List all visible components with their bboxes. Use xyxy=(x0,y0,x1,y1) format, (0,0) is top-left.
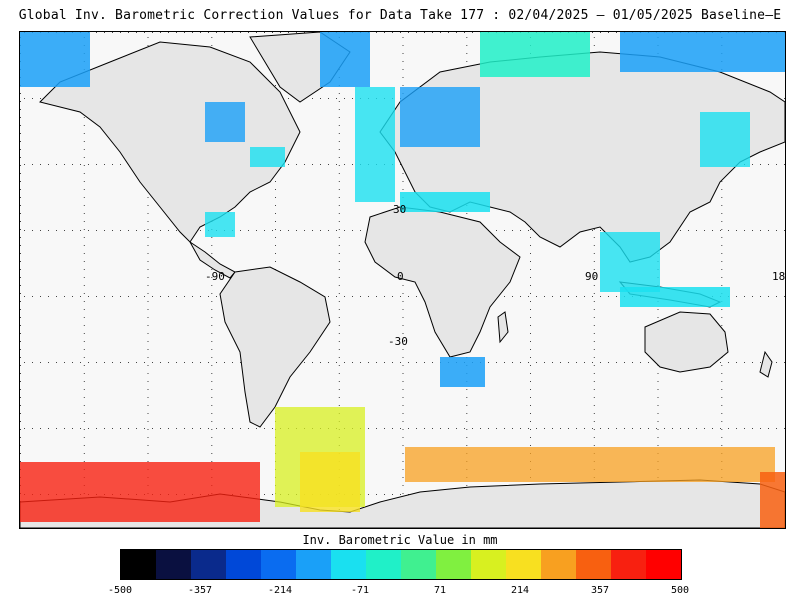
legend-title: Inv. Barometric Value in mm xyxy=(302,533,498,547)
lon-label-180: 180 xyxy=(772,270,785,283)
track-sea-of-okhotsk xyxy=(700,112,750,167)
colorbar-segment xyxy=(121,550,156,579)
track-great-lakes xyxy=(250,147,285,167)
track-arctic-pacific xyxy=(20,32,90,87)
africa-land xyxy=(364,206,521,358)
track-gulf-mexico xyxy=(205,212,235,237)
colorbar-tick: 500 xyxy=(670,585,690,596)
colorbar xyxy=(120,549,682,580)
track-antarctic-indian xyxy=(405,447,775,482)
colorbar-segment xyxy=(366,550,401,579)
colorbar-segment xyxy=(261,550,296,579)
colorbar-segment xyxy=(401,550,436,579)
map-canvas: 30 -30 -90 0 90 180 xyxy=(20,32,785,528)
lat-label-minus-30: -30 xyxy=(388,335,408,348)
colorbar-segment xyxy=(436,550,471,579)
colorbar-tick: -214 xyxy=(267,585,293,596)
colorbar-segment xyxy=(611,550,646,579)
track-ross-sea xyxy=(760,472,785,528)
colorbar-segment xyxy=(156,550,191,579)
colorbar-segment xyxy=(541,550,576,579)
colorbar-segment xyxy=(296,550,331,579)
colorbar-tick: -500 xyxy=(107,585,133,596)
colorbar-segment xyxy=(331,550,366,579)
lon-label-90: 90 xyxy=(585,270,598,283)
track-arctic-siberia xyxy=(620,32,785,72)
lon-label-0: 0 xyxy=(397,270,404,283)
colorbar-tick: 214 xyxy=(510,585,530,596)
colorbar-segment xyxy=(471,550,506,579)
track-barents-sea xyxy=(480,32,590,77)
colorbar-tick: -71 xyxy=(350,585,370,596)
lat-label-30: 30 xyxy=(393,203,406,216)
track-south-china-sea xyxy=(600,232,660,292)
track-mozambique xyxy=(440,357,485,387)
australia-land xyxy=(644,311,729,373)
land-masses xyxy=(20,32,785,528)
track-atlantic-north xyxy=(355,87,395,202)
colorbar-segment xyxy=(191,550,226,579)
new-zealand-land xyxy=(759,350,773,378)
track-antarctic-pacific xyxy=(20,462,260,522)
colorbar-segment xyxy=(226,550,261,579)
lon-label-minus-90: -90 xyxy=(205,270,225,283)
colorbar-tick: 71 xyxy=(433,585,447,596)
colorbar-segment xyxy=(646,550,681,579)
south-america-land xyxy=(219,266,331,428)
map-title: Global Inv. Barometric Correction Values… xyxy=(18,8,782,23)
map-axis-labels: 30 -30 -90 0 90 180 xyxy=(205,203,785,348)
track-arctic-atlantic xyxy=(320,32,370,87)
colorbar-segment xyxy=(576,550,611,579)
colorbar-tick: -357 xyxy=(187,585,213,596)
data-tracks xyxy=(20,32,785,528)
colorbar-segment xyxy=(506,550,541,579)
track-indonesia xyxy=(620,287,730,307)
colorbar-tick: 357 xyxy=(590,585,610,596)
track-mediterranean xyxy=(400,192,490,212)
madagascar-land xyxy=(497,311,509,344)
track-hudson-bay xyxy=(205,102,245,142)
track-baltic-north-sea xyxy=(400,87,480,147)
track-weddell xyxy=(300,452,360,512)
world-map: 30 -30 -90 0 90 180 xyxy=(19,31,786,529)
north-america-land xyxy=(39,41,301,243)
